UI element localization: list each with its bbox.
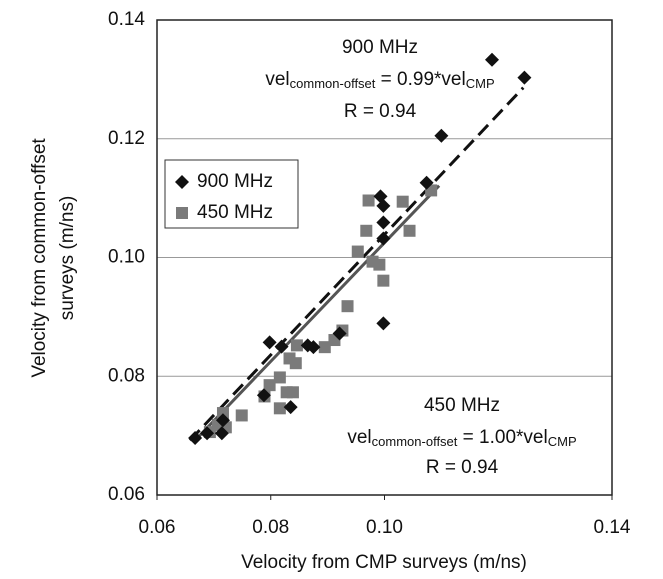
point	[274, 339, 289, 354]
point	[376, 198, 391, 213]
point	[262, 335, 277, 350]
point	[215, 413, 230, 428]
x-tick-label: 0.08	[252, 517, 289, 538]
point	[286, 386, 299, 399]
point	[188, 431, 203, 445]
point	[256, 388, 271, 403]
eq-part: vel	[265, 69, 289, 90]
y-tick-label: 0.14	[108, 9, 145, 30]
point	[306, 340, 321, 355]
point	[263, 379, 276, 392]
legend-label: 450 MHz	[197, 202, 273, 223]
annotation-equation: velcommon-offset = 1.00*velCMP	[347, 427, 576, 449]
point	[216, 407, 229, 420]
annotation-r: R = 0.94	[426, 457, 499, 478]
point	[200, 426, 215, 441]
point	[318, 341, 331, 354]
y-axis-title: Velocity from common-offset surveys (m/n…	[29, 138, 78, 378]
legend-marker	[175, 175, 189, 189]
x-tick-label: 0.06	[139, 517, 176, 538]
x-tick-label: 0.14	[594, 517, 631, 538]
annotation-title: 900 MHz	[342, 37, 418, 58]
point	[273, 402, 286, 415]
point	[419, 175, 434, 190]
y-tick-label: 0.12	[108, 128, 145, 149]
point	[434, 128, 449, 143]
annotation-equation: velcommon-offset = 0.99*velCMP	[265, 69, 494, 91]
eq-part: vel	[347, 427, 371, 448]
point	[362, 194, 375, 207]
annotation-r: R = 0.94	[344, 101, 417, 122]
point	[373, 258, 386, 271]
x-tick-label: 0.10	[366, 517, 403, 538]
point	[376, 231, 391, 246]
eq-sub: CMP	[466, 76, 495, 91]
point	[341, 300, 354, 313]
eq-sub: common-offset	[372, 434, 458, 449]
point	[376, 215, 391, 230]
point	[377, 274, 390, 287]
y-tick-label: 0.08	[108, 365, 145, 386]
legend-label: 900 MHz	[197, 171, 273, 192]
point	[484, 52, 499, 67]
y-axis-title-line: surveys (m/ns)	[57, 196, 78, 321]
fit-line	[194, 184, 441, 442]
y-axis-title-line: Velocity from common-offset	[29, 138, 50, 378]
x-axis-title: Velocity from CMP surveys (m/ns)	[241, 552, 527, 573]
point	[360, 224, 373, 237]
annotation-title: 450 MHz	[424, 395, 500, 416]
point	[214, 426, 229, 441]
point	[517, 70, 532, 85]
point	[289, 357, 302, 370]
point	[290, 339, 303, 352]
point	[273, 371, 286, 384]
point	[403, 224, 416, 237]
fit-line	[188, 86, 525, 442]
point	[396, 195, 409, 208]
point	[235, 409, 248, 422]
legend-marker	[176, 207, 188, 219]
y-tick-label: 0.06	[108, 484, 145, 505]
y-tick-label: 0.10	[108, 247, 145, 268]
point	[283, 400, 298, 415]
eq-sub: common-offset	[290, 76, 376, 91]
eq-part: = 0.99*vel	[375, 69, 465, 90]
point	[376, 316, 391, 331]
eq-sub: CMP	[548, 434, 577, 449]
point	[332, 326, 347, 341]
point	[351, 245, 364, 258]
eq-part: = 1.00*vel	[457, 427, 547, 448]
